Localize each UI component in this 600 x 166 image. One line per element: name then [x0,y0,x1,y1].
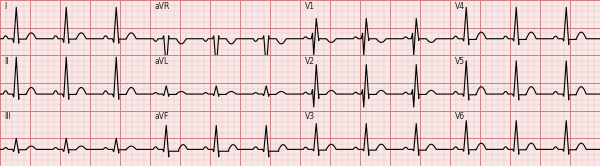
Text: I: I [5,2,7,11]
Text: V4: V4 [455,2,464,11]
Text: V1: V1 [305,2,314,11]
Text: V6: V6 [455,112,464,121]
Text: III: III [5,112,11,121]
Text: V2: V2 [305,57,314,66]
Text: aVF: aVF [155,112,169,121]
Text: aVR: aVR [155,2,170,11]
Text: V3: V3 [305,112,314,121]
Text: II: II [5,57,9,66]
Text: V5: V5 [455,57,464,66]
Text: aVL: aVL [155,57,169,66]
